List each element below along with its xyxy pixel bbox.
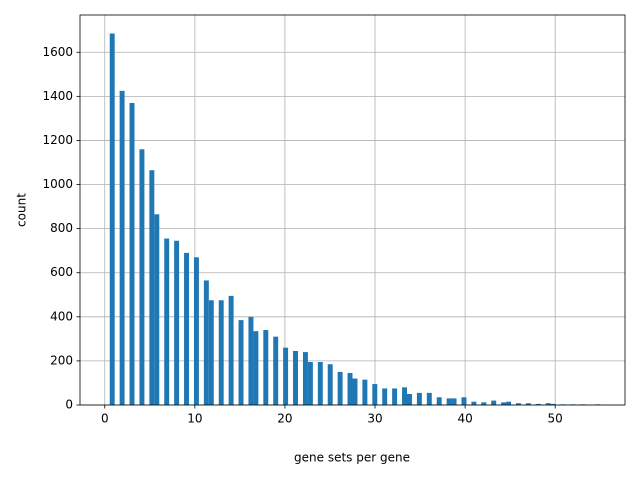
bar	[392, 388, 398, 405]
bar	[273, 336, 279, 405]
bar	[506, 401, 512, 405]
y-tick-label: 1200	[42, 133, 73, 147]
bar	[253, 331, 259, 405]
bar	[129, 102, 135, 405]
bar	[362, 379, 368, 405]
bar	[139, 149, 145, 405]
plot-frame	[79, 14, 626, 406]
y-axis-label: count	[15, 193, 29, 227]
bar	[337, 371, 343, 405]
bar	[545, 403, 551, 405]
x-axis-label: gene sets per gene	[294, 451, 410, 465]
bar	[491, 400, 497, 405]
bar	[193, 257, 199, 405]
x-tick-label: 40	[457, 412, 472, 426]
bar	[238, 320, 244, 405]
bar	[302, 352, 308, 405]
x-tick-label: 50	[548, 412, 563, 426]
x-tick-label: 0	[101, 412, 109, 426]
bar	[446, 398, 452, 405]
bar	[293, 350, 298, 405]
bar	[327, 364, 333, 405]
bar	[525, 403, 531, 405]
bar	[481, 402, 487, 405]
x-tick-label: 30	[367, 412, 382, 426]
x-tick-label: 20	[277, 412, 292, 426]
bar	[283, 347, 289, 405]
bar	[203, 280, 209, 405]
bar	[372, 384, 378, 405]
y-tick-label: 1400	[42, 89, 73, 103]
y-tick-label: 800	[50, 221, 73, 235]
bar	[164, 238, 170, 405]
bar	[174, 240, 180, 405]
bar	[248, 316, 254, 405]
bar	[426, 392, 432, 405]
bar	[461, 397, 467, 405]
bar	[535, 403, 541, 405]
bar	[307, 362, 313, 405]
y-tick-label: 1600	[42, 45, 73, 59]
bar	[154, 214, 160, 405]
bar	[263, 330, 269, 405]
bar	[317, 362, 323, 405]
y-tick-label: 0	[65, 398, 73, 412]
bar	[407, 393, 412, 405]
y-tick-label: 400	[50, 309, 73, 323]
x-tick-label: 10	[187, 412, 202, 426]
bar	[228, 295, 234, 405]
bar	[184, 252, 189, 405]
bar	[402, 387, 407, 405]
bar	[218, 300, 224, 405]
bar	[119, 90, 125, 406]
bar	[416, 392, 422, 405]
bar	[352, 378, 358, 405]
y-tick-label: 1000	[42, 177, 73, 191]
y-tick-label: 600	[50, 265, 73, 279]
bar	[149, 170, 155, 405]
bar	[347, 373, 353, 405]
bar	[451, 398, 457, 405]
bar	[382, 388, 388, 405]
bar	[501, 402, 507, 405]
bar	[550, 403, 556, 405]
bar	[471, 401, 477, 405]
bar	[208, 300, 214, 405]
bar	[109, 33, 115, 406]
y-tick-label: 200	[50, 353, 73, 367]
bar	[516, 403, 521, 405]
bar	[436, 397, 442, 405]
